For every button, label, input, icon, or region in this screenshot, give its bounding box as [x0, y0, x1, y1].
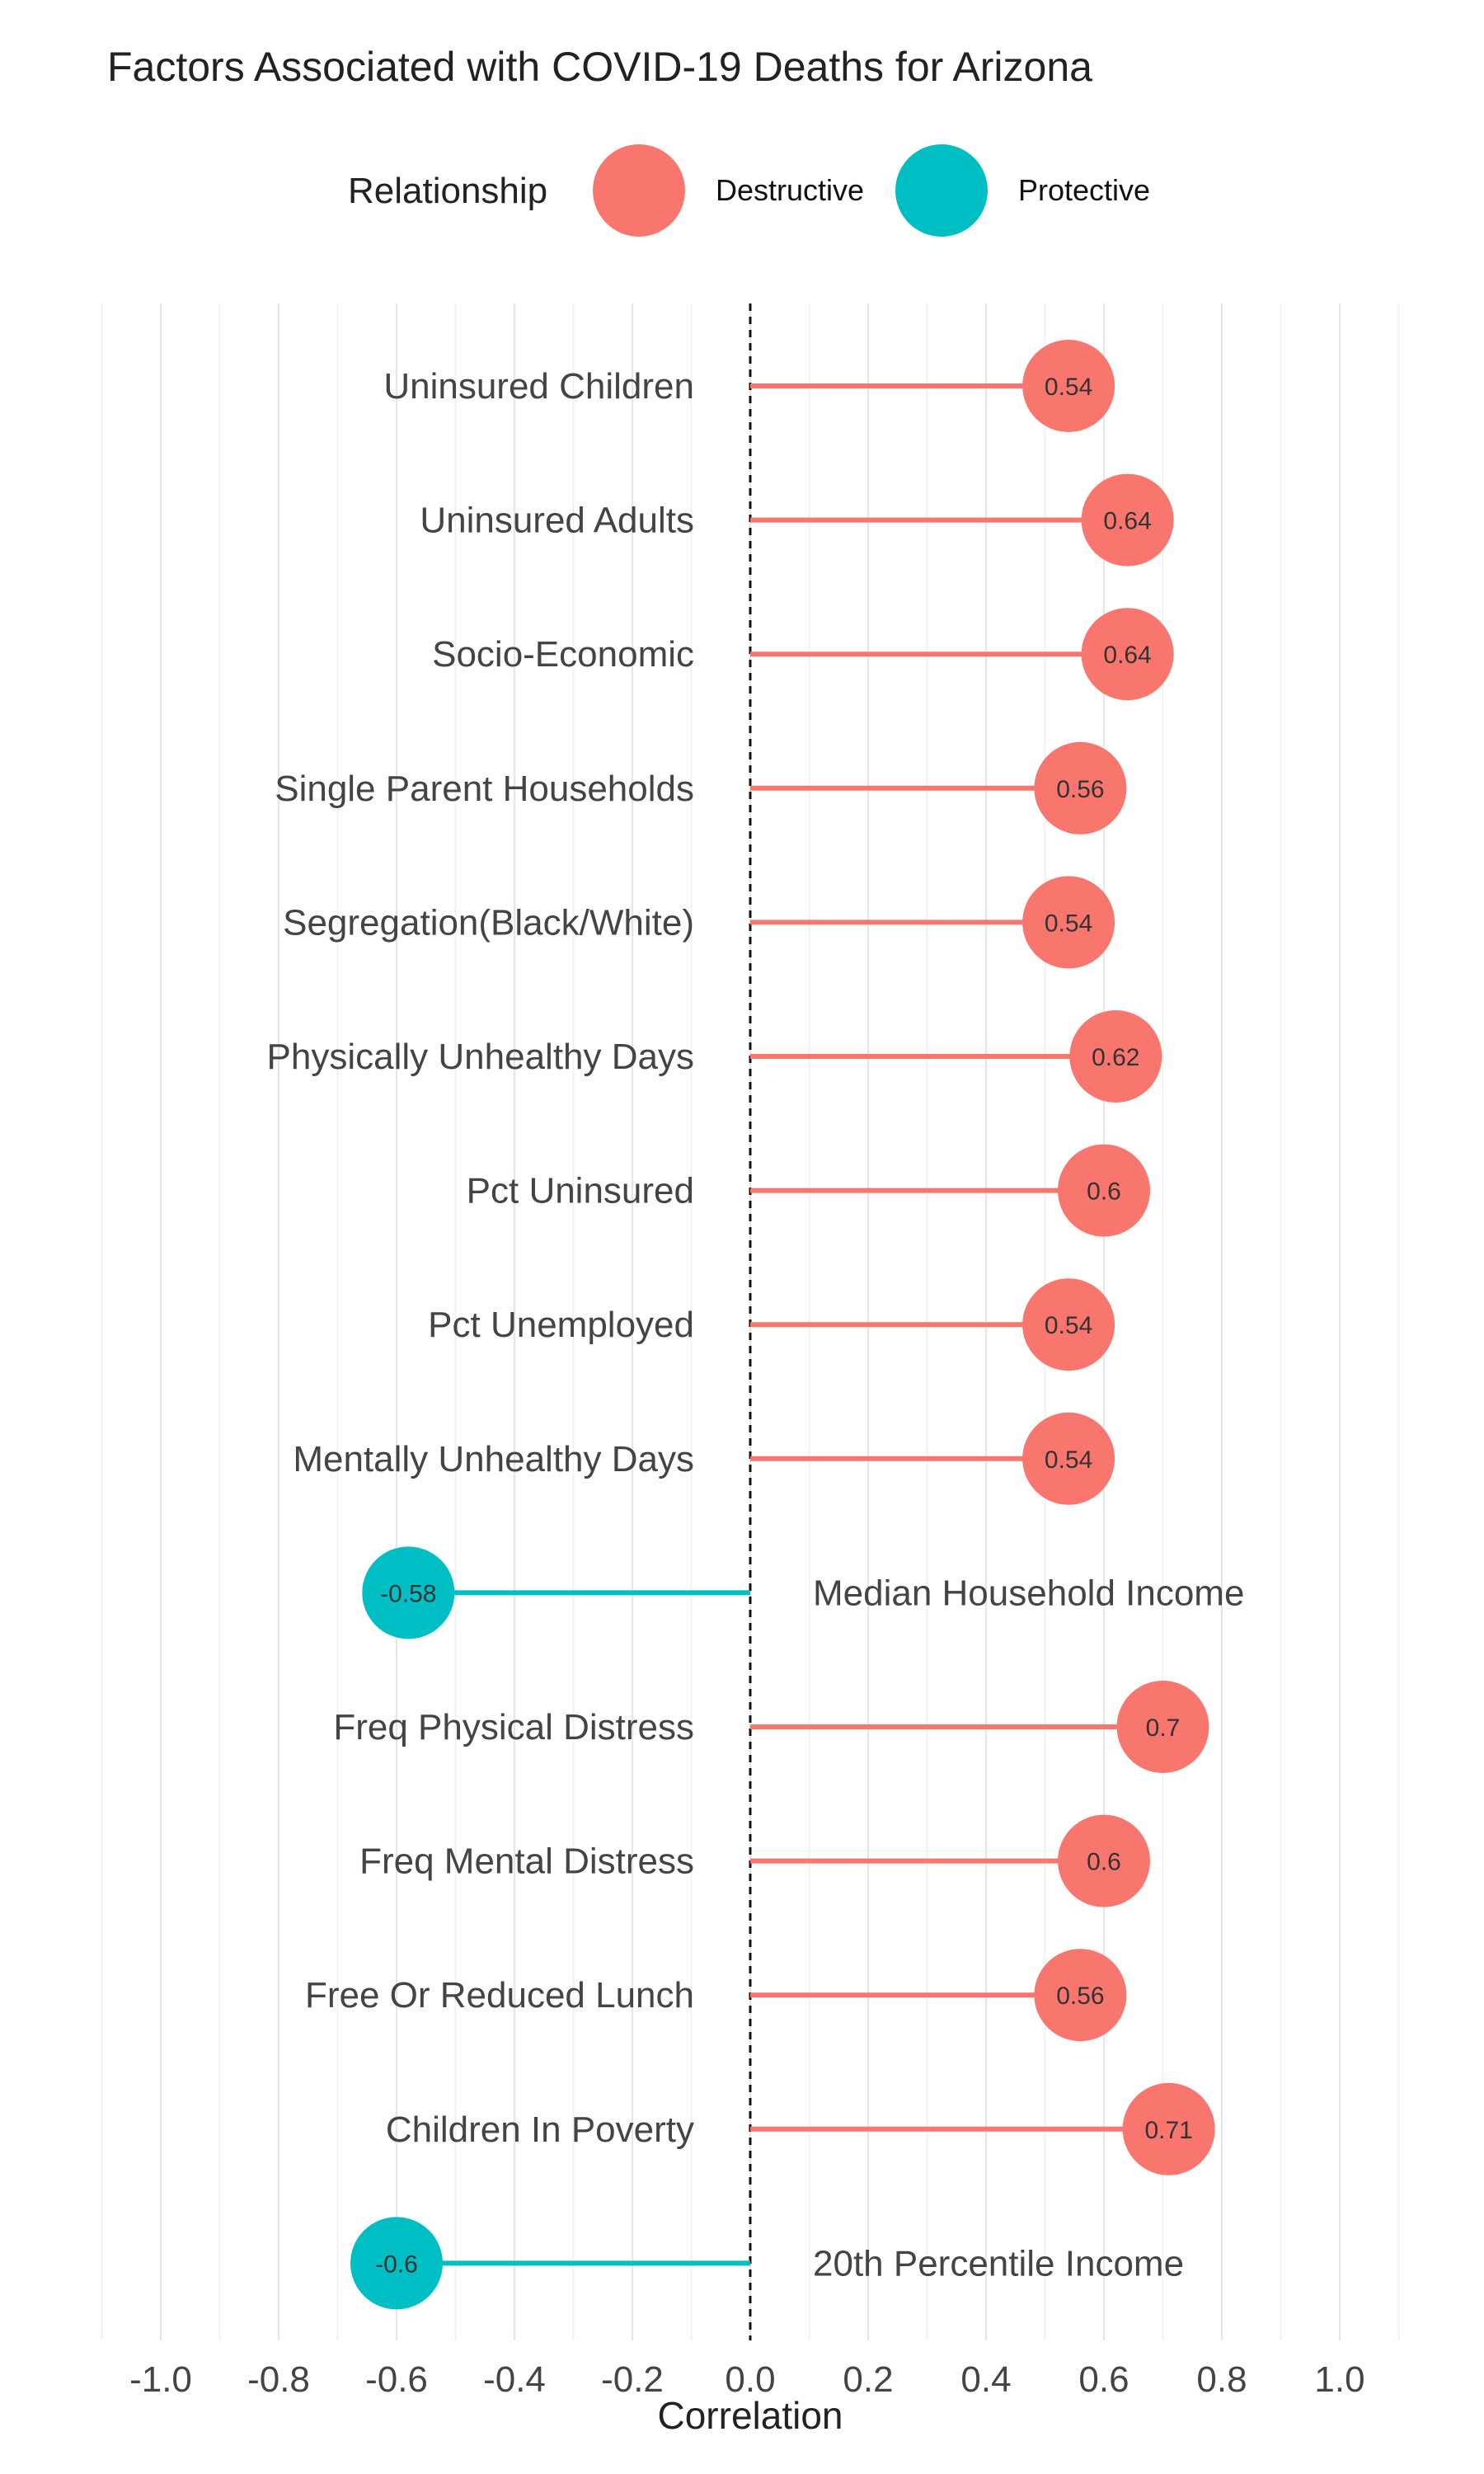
x-tick-label: 0.6: [1078, 2359, 1129, 2400]
category-label: Socio-Economic: [432, 634, 694, 675]
legend: Relationship Destructive Protective: [348, 144, 1150, 237]
lollipop-point: [1022, 340, 1115, 432]
category-label: Physically Unhealthy Days: [267, 1037, 694, 1077]
value-label: 0.6: [1087, 1178, 1121, 1206]
category-label: Freq Physical Distress: [333, 1707, 694, 1747]
lollipop-point: [362, 1546, 455, 1639]
x-tick-labels: -1.0 -0.8 -0.6 -0.4 -0.2 0.0 0.2 0.4 0.6 0.8 1.0: [129, 2359, 1365, 2400]
legend-swatch-protective: [895, 144, 988, 237]
lollipop-point: [1122, 2082, 1215, 2175]
x-tick-label: 0.4: [960, 2359, 1011, 2400]
category-label: Freq Mental Distress: [359, 1841, 694, 1882]
x-tick-label: -0.4: [483, 2359, 546, 2400]
lollipop-point: [1034, 1949, 1127, 2042]
value-label: 0.71: [1144, 2117, 1192, 2144]
category-label: Uninsured Children: [383, 366, 694, 407]
legend-title: Relationship: [348, 171, 547, 211]
category-label: Segregation(Black/White): [283, 902, 694, 943]
lollipop-point: [1058, 1814, 1150, 1907]
lollipop-point: [1034, 741, 1127, 835]
legend-label-protective: Protective: [1018, 173, 1150, 207]
x-tick-label: 1.0: [1314, 2359, 1364, 2400]
lollipop-point: [1081, 473, 1174, 567]
lollipop-point: [1022, 1278, 1115, 1371]
x-tick-label: 0.0: [725, 2359, 775, 2400]
lollipop-point: [350, 2217, 443, 2310]
category-label: Pct Uninsured: [467, 1171, 694, 1211]
lollipop-point: [1069, 1010, 1162, 1103]
x-tick-label: -0.8: [247, 2359, 310, 2400]
value-label: 0.6: [1087, 1849, 1121, 1876]
lollipop-point: [1081, 608, 1174, 701]
value-labels: 0.54 0.64 0.64 0.56 0.54 0.62 0.6 0.54 0.54 -0.58…: [375, 374, 1193, 2278]
x-tick-label: -0.6: [365, 2359, 428, 2400]
category-labels: Uninsured Children Uninsured Adults Socio-…: [267, 366, 1245, 2284]
value-label: 0.64: [1103, 642, 1151, 669]
lollipop-point: [1022, 1412, 1115, 1505]
value-label: 0.54: [1045, 910, 1092, 937]
x-tick-label: 0.8: [1196, 2359, 1247, 2400]
category-label: Pct Unemployed: [428, 1305, 694, 1345]
x-axis-title: Correlation: [658, 2394, 843, 2437]
lollipop-stems: [397, 383, 1169, 2266]
category-label: Mentally Unhealthy Days: [293, 1439, 694, 1479]
value-label: 0.54: [1045, 1446, 1092, 1474]
x-tick-label: -0.2: [601, 2359, 664, 2400]
category-label: Single Parent Households: [275, 769, 694, 809]
lollipop-point: [1116, 1681, 1209, 1773]
legend-label-destructive: Destructive: [716, 173, 864, 207]
legend-swatch-destructive: [593, 144, 685, 237]
category-label: Median Household Income: [813, 1573, 1244, 1613]
value-label: -0.58: [380, 1580, 436, 1607]
value-label: 0.54: [1045, 374, 1092, 401]
x-tick-label: -1.0: [129, 2359, 192, 2400]
category-label: Free Or Reduced Lunch: [305, 1975, 694, 2015]
value-label: 0.56: [1056, 1982, 1104, 2010]
chart-title: Factors Associated with COVID-19 Deaths …: [107, 44, 1092, 90]
value-label: -0.6: [375, 2251, 418, 2278]
value-label: 0.64: [1103, 508, 1151, 535]
category-label: Children In Poverty: [386, 2109, 694, 2150]
lollipop-point: [1022, 876, 1115, 969]
value-label: 0.56: [1056, 776, 1104, 803]
category-label: 20th Percentile Income: [813, 2243, 1184, 2284]
value-label: 0.62: [1092, 1044, 1139, 1071]
lollipop-points: [350, 340, 1215, 2310]
x-tick-label: 0.2: [843, 2359, 893, 2400]
lollipop-point: [1058, 1144, 1150, 1237]
category-label: Uninsured Adults: [420, 501, 694, 541]
value-label: 0.54: [1045, 1312, 1092, 1339]
value-label: 0.7: [1146, 1714, 1181, 1742]
